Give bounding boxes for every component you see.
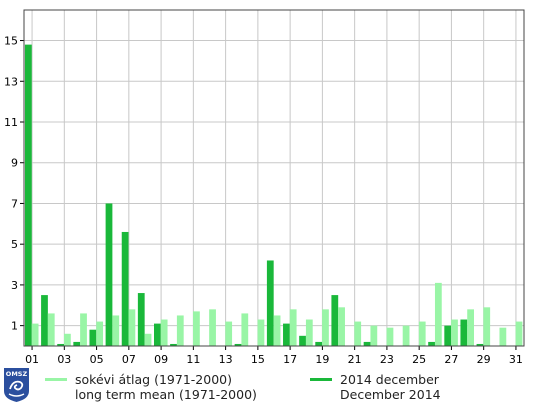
bar-mean-10	[176, 315, 184, 346]
bar-actual-16	[266, 260, 274, 346]
bar-mean-13	[225, 321, 233, 346]
axes	[20, 9, 525, 350]
y-tick-label: 13	[4, 75, 18, 88]
bar-mean-15	[257, 319, 265, 346]
x-tick-label: 09	[154, 353, 168, 366]
bar-actual-27	[444, 325, 452, 346]
bar-actual-07	[121, 231, 129, 346]
grid-lines	[24, 10, 524, 346]
y-tick-label: 1	[11, 320, 18, 333]
bar-mean-27	[451, 319, 458, 346]
y-tick-label: 3	[11, 279, 18, 292]
bar-mean-20	[338, 307, 345, 346]
bar-mean-07	[128, 309, 136, 346]
bar-mean-30	[499, 327, 507, 346]
x-tick-label: 05	[90, 353, 104, 366]
legend-label-actual-en: December 2014	[340, 387, 441, 402]
legend-swatch-actual	[310, 378, 332, 381]
bar-actual-05	[89, 329, 97, 346]
bar-mean-01	[31, 323, 39, 346]
bar-mean-05	[96, 321, 104, 346]
bar-mean-19	[322, 309, 329, 346]
bar-mean-28	[467, 309, 474, 346]
bar-actual-14	[234, 343, 242, 346]
y-tick-label: 11	[4, 116, 18, 129]
bar-mean-06	[112, 315, 120, 346]
x-tick-label: 25	[412, 353, 426, 366]
y-tick-label: 5	[11, 238, 18, 251]
bar-mean-24	[402, 325, 410, 346]
x-tick-label: 15	[251, 353, 265, 366]
x-tick-label: 23	[380, 353, 394, 366]
bar-actual-10	[170, 343, 177, 346]
bar-mean-04	[80, 313, 87, 346]
y-tick-label: 9	[11, 157, 18, 170]
x-tick-label: 11	[186, 353, 200, 366]
legend-label-mean-en: long term mean (1971-2000)	[75, 387, 257, 402]
bar-mean-09	[160, 319, 168, 346]
bar-actual-06	[105, 203, 113, 346]
legend-swatch-mean	[45, 378, 67, 381]
bar-mean-02	[47, 313, 55, 346]
legend-label-actual-hu: 2014 december	[340, 372, 439, 387]
bar-actual-28	[460, 319, 468, 346]
bar-mean-25	[418, 321, 426, 346]
bar-actual-26	[428, 341, 435, 346]
bar-mean-18	[305, 319, 313, 346]
bar-actual-02	[41, 295, 48, 346]
bar-mean-16	[273, 315, 281, 346]
x-tick-label: 17	[283, 353, 297, 366]
bar-mean-29	[483, 307, 491, 346]
legend-label-mean-hu: sokévi átlag (1971-2000)	[75, 372, 232, 387]
bar-mean-26	[434, 282, 442, 346]
bar-actual-09	[154, 323, 161, 346]
plot-frame	[23, 9, 525, 347]
bar-mean-31	[515, 321, 523, 346]
bar-mean-17	[289, 309, 297, 346]
bar-actual-20	[331, 295, 339, 346]
x-tick-label: 03	[57, 353, 71, 366]
bar-actual-08	[137, 293, 145, 346]
bar-actual-03	[57, 343, 64, 346]
bar-actual-22	[363, 341, 371, 346]
x-tick-label: 29	[477, 353, 491, 366]
bar-mean-22	[370, 325, 378, 346]
x-tick-label: 27	[444, 353, 458, 366]
bar-actual-19	[315, 341, 323, 346]
bar-mean-23	[386, 327, 394, 346]
y-tick-label: 15	[4, 35, 18, 48]
y-tick-label: 7	[11, 197, 18, 210]
x-tick-label: 21	[348, 353, 362, 366]
x-tick-label: 31	[509, 353, 523, 366]
x-tick-label: 19	[315, 353, 329, 366]
x-tick-label: 01	[25, 353, 39, 366]
omsz-logo: OMSZ	[3, 367, 30, 403]
bar-mean-14	[241, 313, 249, 346]
x-tick-label: 07	[122, 353, 136, 366]
bar-mean-03	[64, 333, 71, 346]
bar-actual-29	[476, 343, 484, 346]
bar-mean-12	[209, 309, 216, 346]
bar-mean-11	[193, 311, 200, 346]
bars	[24, 44, 523, 346]
bar-actual-17	[283, 323, 290, 346]
x-tick-label: 13	[219, 353, 233, 366]
bar-mean-21	[354, 321, 362, 346]
bar-actual-01	[24, 44, 32, 346]
bar-actual-04	[73, 341, 81, 346]
bar-mean-08	[144, 333, 152, 346]
x-tick-labels: 01 03 05 07 09 11 13 15 17 19 21 23 25 27 29 31	[25, 353, 523, 366]
logo-text: OMSZ	[6, 370, 28, 378]
bar-actual-18	[299, 335, 306, 346]
